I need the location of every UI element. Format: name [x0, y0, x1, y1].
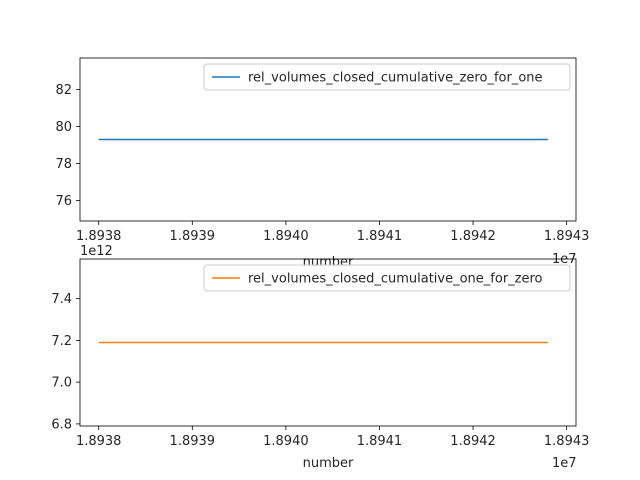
y-tick-label: 6.8 — [51, 417, 72, 432]
x-tick-label: 1.8943 — [544, 434, 590, 449]
plot-frame — [79, 258, 577, 427]
x-tick-label: 1.8942 — [450, 229, 496, 244]
x-tick-label: 1.8941 — [357, 229, 403, 244]
y-tick-label: 82 — [55, 83, 72, 98]
top-chart: 1.8938 1.8939 1.8940 1.8941 1.8942 1.8943 76 78… — [55, 57, 590, 270]
x-tick-label: 1.8942 — [450, 434, 496, 449]
y-offset-label: 1e12 — [80, 244, 113, 259]
x-tick-label: 1.8940 — [263, 434, 309, 449]
legend-box — [203, 63, 571, 91]
x-tick-label: 1.8943 — [544, 229, 590, 244]
legend-label: rel_volumes_closed_cumulative_one_for_ze… — [248, 272, 543, 287]
legend-label: rel_volumes_closed_cumulative_zero_for_o… — [248, 71, 543, 86]
x-tick-label: 1.8939 — [170, 229, 216, 244]
legend-box — [203, 264, 571, 292]
y-tick-label: 7.0 — [51, 376, 72, 391]
plot-frame — [79, 57, 577, 222]
x-tick-label: 1.8940 — [263, 229, 309, 244]
y-tick-label: 76 — [55, 194, 72, 209]
x-tick-label: 1.8938 — [76, 434, 122, 449]
x-offset-label: 1e7 — [552, 456, 577, 471]
x-offset-label: 1e7 — [552, 252, 577, 267]
x-tick-label: 1.8941 — [357, 434, 403, 449]
y-tick-label: 7.2 — [51, 334, 72, 349]
y-tick-label: 78 — [55, 157, 72, 172]
y-tick-label: 7.4 — [51, 292, 72, 307]
bottom-chart: 1.8938 1.8939 1.8940 1.8941 1.8942 1.8943 6.8 7… — [51, 244, 589, 471]
y-tick-label: 80 — [55, 120, 72, 135]
x-axis-label: number — [303, 456, 354, 471]
x-tick-label: 1.8939 — [170, 434, 216, 449]
x-tick-label: 1.8938 — [76, 229, 122, 244]
